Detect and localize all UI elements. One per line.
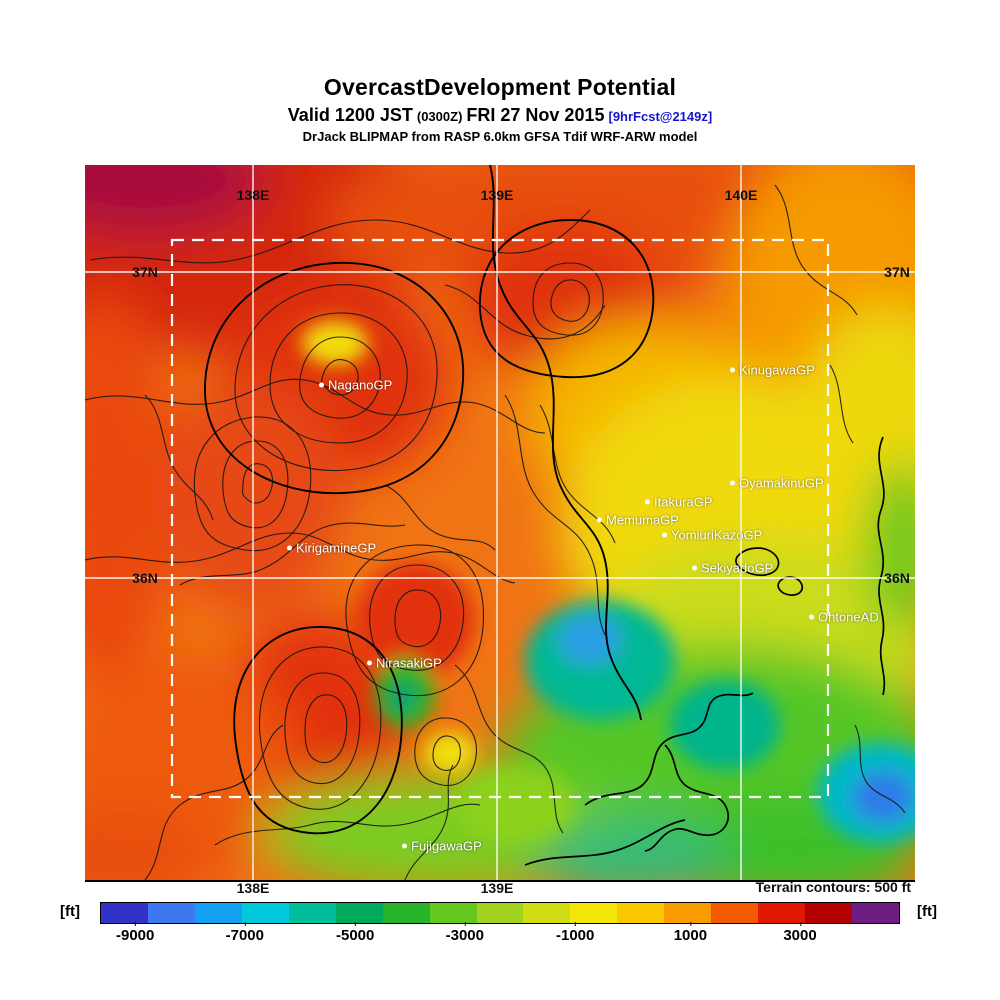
- site-marker: FujigawaGP: [402, 839, 482, 854]
- site-marker: ItakuraGP: [645, 495, 713, 510]
- site-label: KirigamineGP: [296, 540, 377, 556]
- colorbar-tick-label: -5000: [336, 922, 375, 944]
- colorbar: -9000 -7000 -5000 -3000 -1000 1000 3000: [100, 902, 900, 950]
- colorbar-tick-label: -3000: [445, 922, 484, 944]
- site-label: SekiyadoGP: [701, 560, 774, 576]
- grid-label: 36N: [132, 570, 158, 586]
- site-marker: OyamakinuGP: [730, 476, 824, 491]
- site-marker: KinugawaGP: [730, 363, 815, 378]
- valid-zulu: (0300Z): [416, 109, 463, 124]
- site-label: FujigawaGP: [411, 838, 482, 854]
- colorbar-swatch: [523, 903, 571, 923]
- colorbar-tick-label: 3000: [783, 922, 817, 944]
- valid-date: FRI 27 Nov 2015: [466, 105, 605, 125]
- site-marker: SekiyadoGP: [692, 561, 773, 576]
- colorbar-unit-left: [ft]: [60, 903, 80, 920]
- site-label: OhtoneAD: [818, 609, 879, 625]
- colorbar-tick-label: -7000: [225, 922, 264, 944]
- colorbar-tick-label: -9000: [116, 922, 155, 944]
- site-marker: MemumaGP: [597, 513, 679, 528]
- grid-label: 138E: [236, 187, 270, 203]
- grid-label: 37N: [132, 264, 158, 280]
- site-dot-icon: [319, 382, 324, 388]
- colorbar-swatches: [100, 902, 900, 924]
- colorbar-swatch: [241, 903, 289, 923]
- site-marker: YomiuriKazoGP: [662, 528, 762, 543]
- site-label: KinugawaGP: [739, 362, 815, 378]
- colorbar-unit-right: [ft]: [917, 903, 937, 920]
- forecast-map-image: [85, 165, 915, 882]
- colorbar-swatch: [805, 903, 852, 923]
- site-label: MemumaGP: [606, 512, 679, 528]
- site-dot-icon: [662, 532, 667, 538]
- site-dot-icon: [645, 499, 650, 505]
- colorbar-swatch: [664, 903, 712, 923]
- colorbar-swatch: [476, 903, 524, 923]
- colorbar-tick-label: 1000: [673, 922, 708, 944]
- site-label: NirasakiGP: [376, 655, 442, 671]
- site-dot-icon: [692, 565, 697, 571]
- site-label: NaganoGP: [328, 377, 393, 393]
- site-dot-icon: [597, 517, 602, 523]
- colorbar-swatch: [570, 903, 618, 923]
- valid-prefix: Valid 1200 JST: [287, 105, 413, 125]
- colorbar-swatch: [335, 903, 383, 923]
- map-area: 138E 139E 140E 37N 36N 37N 36N 138E 139E NaganoG…: [85, 165, 915, 900]
- grid-label: 140E: [724, 187, 758, 203]
- site-marker: NirasakiGP: [367, 656, 442, 671]
- colorbar-swatch: [758, 903, 806, 923]
- page-title: OvercastDevelopment Potential: [323, 74, 677, 100]
- grid-label: 36N: [884, 570, 910, 586]
- colorbar-swatch: [711, 903, 759, 923]
- colorbar-swatch: [429, 903, 477, 923]
- colorbar-swatch: [852, 903, 899, 923]
- valid-time-line: Valid 1200 JST (0300Z) FRI 27 Nov 2015 [9hr…: [0, 105, 1000, 126]
- colorbar-tick-label: -1000: [556, 922, 595, 944]
- model-info-line: DrJack BLIPMAP from RASP 6.0km GFSA Tdif…: [302, 129, 698, 144]
- model-domain-dashed-box: [170, 238, 830, 799]
- colorbar-swatch: [101, 903, 148, 923]
- site-label: YomiuriKazoGP: [671, 527, 763, 543]
- forecast-tag: [9hrFcst@2149z]: [608, 109, 713, 124]
- site-marker: OhtoneAD: [809, 610, 879, 625]
- site-dot-icon: [730, 367, 735, 373]
- site-marker: KirigamineGP: [287, 541, 376, 556]
- site-dot-icon: [730, 480, 735, 486]
- site-dot-icon: [367, 660, 372, 666]
- site-dot-icon: [287, 545, 292, 551]
- grid-label: 138E: [236, 880, 270, 896]
- coastline: [524, 436, 886, 866]
- site-label: ItakuraGP: [654, 494, 713, 510]
- colorbar-swatch: [617, 903, 665, 923]
- colorbar-swatch: [382, 903, 430, 923]
- site-marker: NaganoGP: [319, 378, 392, 393]
- colorbar-swatch: [288, 903, 336, 923]
- site-label: OyamakinuGP: [739, 475, 824, 491]
- colorbar-swatch: [147, 903, 195, 923]
- grid-label: 139E: [480, 880, 514, 896]
- terrain-contour-note: Terrain contours: 500 ft: [755, 879, 911, 895]
- site-dot-icon: [402, 843, 407, 849]
- grid-label: 139E: [480, 187, 514, 203]
- grid-label: 37N: [884, 264, 910, 280]
- graticule: [85, 165, 915, 880]
- colorbar-swatch: [194, 903, 242, 923]
- map-header: OvercastDevelopment Potential Valid 1200…: [0, 74, 1000, 144]
- terrain-contours-major: [204, 165, 655, 835]
- site-dot-icon: [809, 614, 814, 620]
